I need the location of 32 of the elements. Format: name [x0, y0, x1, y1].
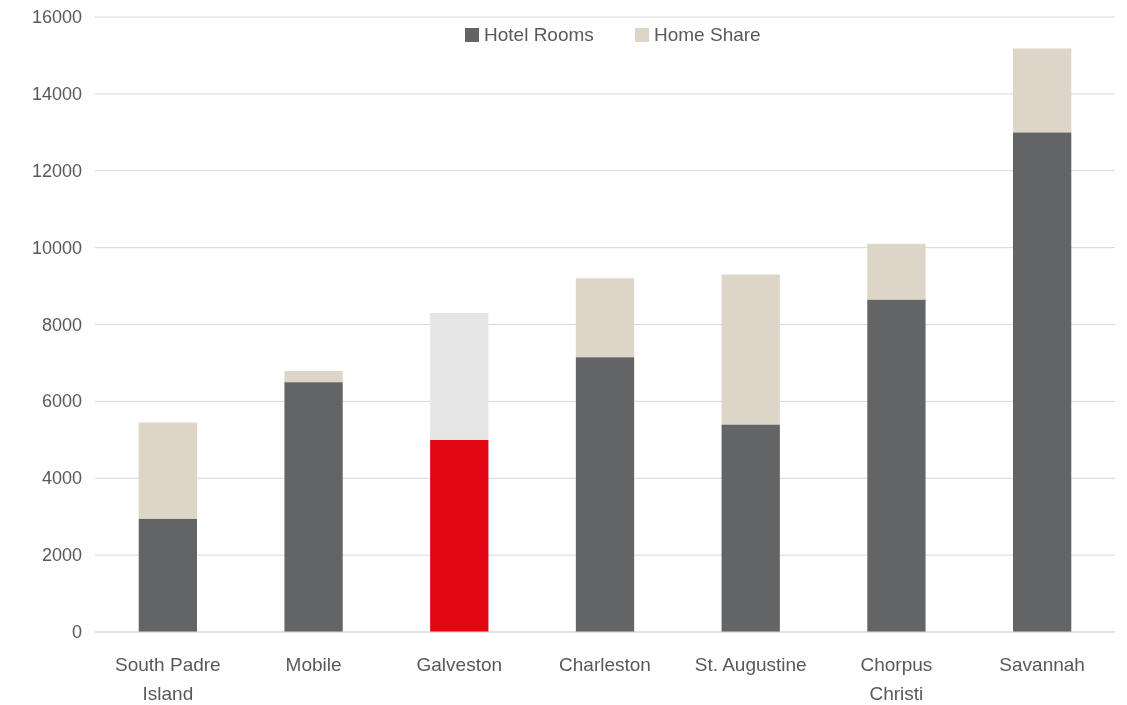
x-tick-label: Chorpus Christi [860, 654, 933, 704]
x-tick-label: South Padre Island [115, 654, 221, 704]
bar [284, 382, 343, 632]
bar [575, 357, 635, 632]
bar [430, 312, 489, 440]
y-tick-label: 14000 [31, 83, 82, 104]
bar [1013, 48, 1072, 133]
bar [721, 424, 780, 632]
x-tick-label: Savannah [999, 654, 1085, 675]
y-tick-label: 12000 [31, 160, 82, 181]
bar [575, 278, 635, 358]
x-tick-label: Galveston [416, 654, 503, 675]
x-tick-label: Mobile [285, 654, 342, 675]
bar [138, 422, 197, 519]
bar [867, 299, 926, 632]
y-tick-label: 8000 [41, 314, 82, 335]
y-tick-label: 0 [71, 622, 82, 642]
bar [138, 518, 197, 632]
y-tick-label: 2000 [41, 545, 82, 566]
y-tick-label: 16000 [31, 7, 82, 27]
y-tick-label: 10000 [31, 237, 82, 258]
y-tick-label: 6000 [41, 391, 82, 412]
bar [1013, 132, 1072, 632]
x-tick-label: Charleston [559, 654, 651, 675]
bar [867, 243, 926, 300]
legend-label: Hotel Rooms [484, 24, 594, 45]
bar [284, 371, 343, 383]
bar [721, 274, 780, 425]
y-tick-label: 4000 [41, 468, 82, 489]
legend-label: Home Share [654, 24, 761, 45]
x-tick-label: St. Augustine [694, 654, 807, 675]
bar [430, 439, 489, 632]
